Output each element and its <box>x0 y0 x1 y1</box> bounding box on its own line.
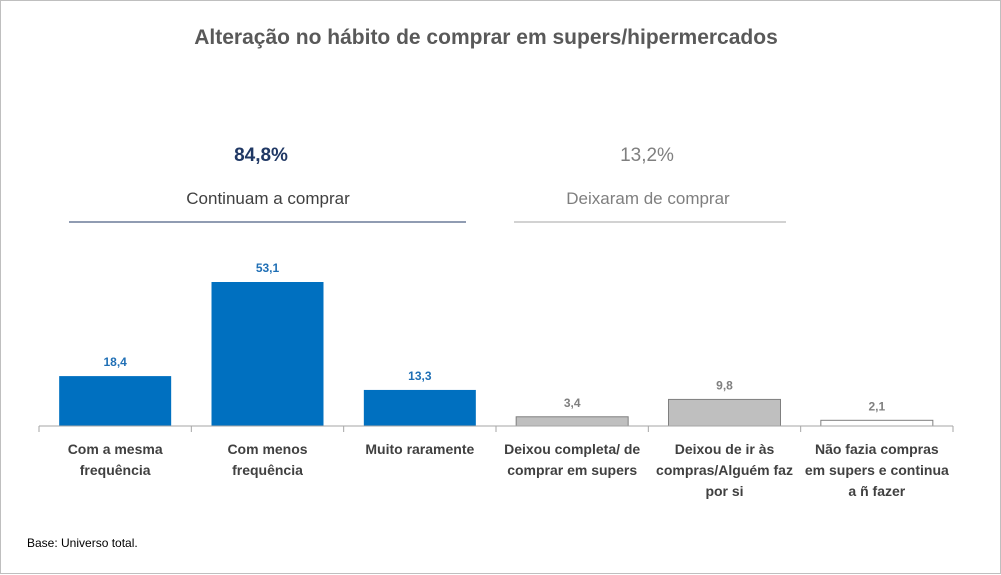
x-axis <box>38 425 954 432</box>
category-label: Com menos frequência <box>227 441 307 478</box>
data-label: 3,4 <box>564 396 581 410</box>
data-label: 2,1 <box>868 399 885 413</box>
group-total: 13,2% <box>620 145 674 166</box>
bars: 18,4 53,1 13,3 3,4 9,8 2,1 <box>59 261 934 427</box>
category-label: Com a mesma frequência <box>68 441 163 478</box>
category-label-line: compras/Alguém faz <box>656 462 793 478</box>
base-note: Base: Universo total. <box>27 536 138 550</box>
group-label: Deixaram de comprar <box>566 189 730 208</box>
data-label: 13,3 <box>408 369 432 383</box>
bar-4 <box>515 416 629 427</box>
category-label-line: em supers e continua <box>805 462 949 478</box>
category-label-line: Com a mesma <box>68 441 163 457</box>
category-label-line: frequência <box>232 462 303 478</box>
category-label-line: Não fazia compras <box>815 441 939 457</box>
data-label: 53,1 <box>256 261 280 275</box>
category-label: Deixou completa/ de comprar em supers <box>504 441 640 478</box>
bar-5 <box>668 398 781 427</box>
bar-6 <box>820 419 934 427</box>
category-label-line: frequência <box>80 462 151 478</box>
category-label: Deixou de ir às compras/Alguém faz por si <box>656 441 793 499</box>
data-label: 18,4 <box>103 355 127 369</box>
bar-1 <box>59 376 172 426</box>
category-label-line: Com menos <box>227 441 307 457</box>
category-label-line: a ñ fazer <box>848 483 905 499</box>
data-label: 9,8 <box>716 378 733 392</box>
bar-2 <box>211 282 324 426</box>
group-total: 84,8% <box>234 145 288 166</box>
group-label: Continuam a comprar <box>186 189 350 208</box>
category-label-line: comprar em supers <box>507 462 637 478</box>
bar-3 <box>363 389 476 426</box>
category-label-line: Deixou completa/ de <box>504 441 640 457</box>
chart-title: Alteração no hábito de comprar em supers… <box>194 26 778 49</box>
category-label-line: por si <box>705 483 743 499</box>
category-label-line: Deixou de ir às <box>675 441 775 457</box>
category-labels: Com a mesma frequência Com menos frequência… <box>68 441 949 499</box>
category-label-line: Muito raramente <box>365 441 474 457</box>
category-label: Não fazia compras em supers e continua a ñ… <box>805 441 949 499</box>
category-label: Muito raramente <box>365 441 474 457</box>
group-headers: 84,8% Continuam a comprar 13,2% Deixaram de… <box>69 145 786 223</box>
